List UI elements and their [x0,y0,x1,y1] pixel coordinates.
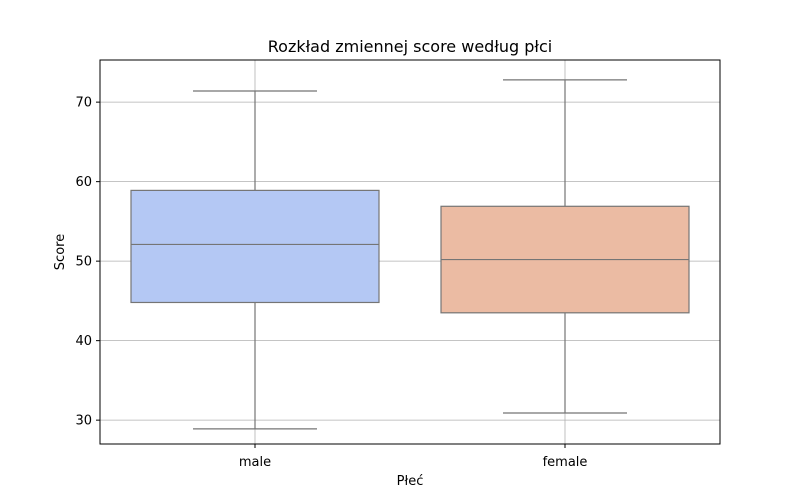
y-tick-label: 40 [75,334,92,349]
y-tick-label: 60 [75,175,92,190]
chart-title: Rozkład zmiennej score według płci [268,37,552,56]
y-tick-label: 50 [75,255,92,270]
y-axis-label: Score [53,234,68,270]
box-series [130,79,690,430]
iqr-box [130,189,380,304]
x-axis-ticks: male female [239,444,588,470]
box-group-male [130,90,380,430]
y-tick-label: 70 [75,96,92,111]
y-axis-ticks: 30 40 50 60 70 [75,96,100,429]
x-axis-label: Płeć [397,474,424,489]
box-group-female [440,79,690,414]
plot-frame [99,59,721,445]
x-tick-label: male [239,455,271,470]
y-tick-label: 30 [75,414,92,429]
x-tick-label: female [543,455,588,470]
